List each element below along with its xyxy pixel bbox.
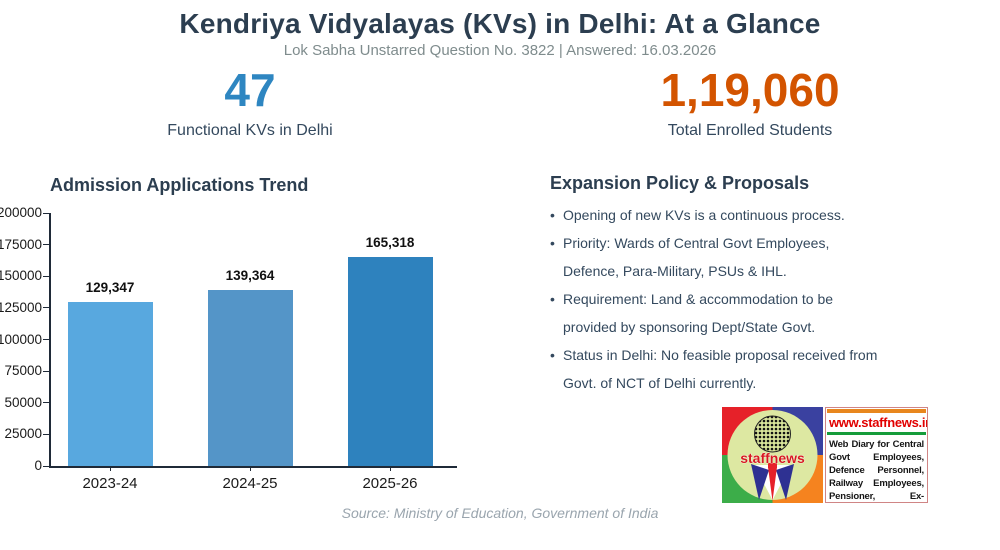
microphone-icon: [754, 415, 791, 453]
admission-trend-bar-chart: Admission Applications Trend 0 25000 50000…: [0, 165, 520, 515]
y-tick-label: 75000: [4, 363, 42, 379]
y-tick-mark: [43, 275, 49, 277]
staffnews-info-box: www.staffnews.in Web Diary for Central G…: [825, 407, 928, 503]
page-title: Kendriya Vidyalayas (KVs) in Delhi: At a…: [179, 8, 821, 39]
x-axis-line: [49, 466, 457, 468]
bar-value-label: 165,318: [365, 234, 415, 250]
y-tick-mark: [43, 465, 49, 467]
x-tick-mark: [249, 466, 251, 471]
policy-bullet: Requirement: Land & accommodation to be …: [550, 285, 880, 341]
y-tick-label: 200000: [0, 205, 42, 220]
bar-value-label: 129,347: [85, 280, 135, 296]
x-tick-label: 2024-25: [222, 475, 278, 492]
stat-enrolled-students-value: 1,19,060: [660, 64, 840, 116]
x-tick-mark: [109, 466, 111, 471]
chart-title: Admission Applications Trend: [50, 175, 309, 195]
y-tick-label: 175000: [0, 236, 42, 252]
y-axis-line: [49, 213, 51, 468]
policy-bullet-list: Opening of new KVs is a continuous proce…: [550, 201, 880, 397]
orange-strip: [827, 409, 926, 413]
policy-bullet: Opening of new KVs is a continuous proce…: [550, 201, 880, 229]
y-tick-mark: [43, 244, 49, 246]
y-tick-label: 25000: [4, 426, 42, 442]
staffnews-url: www.staffnews.in: [829, 415, 928, 430]
staffnews-emblem: staffnews: [722, 407, 823, 503]
stat-enrolled-students-label: Total Enrolled Students: [667, 122, 833, 139]
bar: [347, 256, 433, 466]
y-tick-label: 50000: [4, 394, 42, 410]
y-tick-mark: [43, 339, 49, 340]
bar-value-label: 139,364: [225, 267, 275, 283]
x-tick-label: 2023-24: [82, 475, 138, 492]
y-tick-mark: [43, 433, 49, 435]
staffnews-logo: staffnews www.staffnews.in Web Diary for…: [722, 407, 932, 503]
suit-tie-icon: [751, 463, 794, 501]
stat-enrolled-students: 1,19,060 Total Enrolled Students: [550, 64, 950, 140]
green-divider: [827, 432, 926, 435]
y-tick-mark: [43, 212, 49, 214]
policy-bullet: Priority: Wards of Central Govt Employee…: [550, 229, 880, 285]
policy-panel-title: Expansion Policy & Proposals: [550, 173, 810, 193]
y-tick-mark: [43, 307, 49, 309]
y-tick-label: 150000: [0, 268, 42, 284]
y-tick-label: 0: [34, 458, 42, 473]
page-subtitle: Lok Sabha Unstarred Question No. 3822 | …: [283, 42, 717, 59]
source-note: Source: Ministry of Education, Governmen…: [341, 505, 659, 521]
staffnews-tagline: Web Diary for Central Govt Employees, De…: [829, 439, 924, 502]
stat-functional-kvs: 47 Functional KVs in Delhi: [50, 64, 450, 140]
staffnews-emblem-icon: staffnews: [722, 407, 823, 503]
y-tick-mark: [43, 402, 49, 404]
y-tick-mark: [43, 370, 49, 372]
x-tick-mark: [389, 466, 391, 471]
y-tick-label: 125000: [0, 299, 42, 315]
policy-bullet: Status in Delhi: No feasible proposal re…: [550, 341, 880, 397]
stat-functional-kvs-value: 47: [224, 64, 276, 116]
bar: [207, 289, 293, 466]
bar: [67, 302, 153, 466]
x-tick-label: 2025-26: [362, 475, 418, 492]
staffnews-brand-text: staffnews: [740, 450, 805, 466]
stat-functional-kvs-label: Functional KVs in Delhi: [167, 122, 333, 139]
y-tick-label: 100000: [0, 331, 42, 347]
